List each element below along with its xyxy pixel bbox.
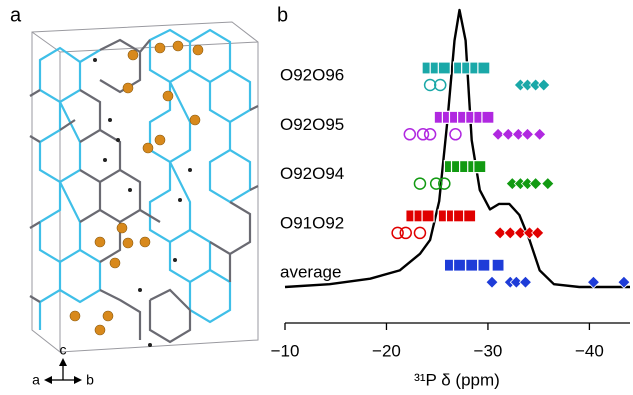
diamond-marker <box>532 227 544 239</box>
x-tick-label: −20 <box>372 341 401 360</box>
x-tick-label: −40 <box>575 341 604 360</box>
circle-marker <box>404 129 415 140</box>
diamond-marker <box>530 178 542 190</box>
atom <box>123 238 133 248</box>
square-marker <box>492 259 504 271</box>
atom <box>163 91 173 101</box>
unit-cell-edge <box>32 32 60 52</box>
spectrum <box>285 10 630 287</box>
framework <box>40 48 100 330</box>
row-label: O92O94 <box>280 164 344 183</box>
diamond-marker <box>486 276 498 288</box>
axis-name: c <box>60 342 67 358</box>
axis-name: b <box>86 372 94 388</box>
square-marker <box>478 62 490 74</box>
unit-cell <box>32 22 258 352</box>
crystal-structure <box>30 22 258 352</box>
atom <box>138 288 142 292</box>
atom <box>173 258 177 262</box>
arrow-head <box>74 376 82 384</box>
atom <box>173 41 183 51</box>
atom <box>116 138 120 142</box>
axis-name: a <box>32 372 40 388</box>
square-marker <box>464 210 476 222</box>
atom <box>148 343 152 347</box>
x-tick-label: −10 <box>271 341 300 360</box>
atom <box>128 50 138 60</box>
square-marker <box>454 259 466 271</box>
atom <box>103 311 113 321</box>
figure: a c a b b ³¹P δ (ppm) −10 −20 −30 −40 O92O96… <box>0 0 633 395</box>
panel-label: a <box>10 4 22 26</box>
atom <box>143 143 153 153</box>
row-label: average <box>280 263 341 282</box>
panel-label: b <box>277 4 288 26</box>
atom <box>70 311 80 321</box>
x-tick-label: −30 <box>474 341 503 360</box>
framework <box>150 30 250 322</box>
circle-marker <box>414 178 425 189</box>
square-marker <box>474 161 486 173</box>
diamond-marker <box>519 276 531 288</box>
atom <box>117 223 127 233</box>
square-marker <box>478 259 490 271</box>
arrow-head <box>44 376 52 384</box>
circle-marker <box>414 227 425 238</box>
atom <box>190 115 200 125</box>
circle-marker <box>425 129 436 140</box>
square-marker <box>438 62 450 74</box>
circle-marker <box>400 227 411 238</box>
square-marker <box>466 259 478 271</box>
atom <box>188 168 192 172</box>
atom <box>155 43 165 53</box>
atom <box>103 158 107 162</box>
atom <box>155 135 165 145</box>
arrow-head <box>59 358 67 366</box>
atom <box>95 325 105 335</box>
atom <box>128 188 132 192</box>
x-axis-title: ³¹P δ (ppm) <box>414 370 500 389</box>
atom <box>95 237 105 247</box>
circle-marker <box>450 129 461 140</box>
atom <box>110 258 120 268</box>
atom <box>140 237 150 247</box>
atom <box>93 58 97 62</box>
axis-glyph <box>44 358 82 384</box>
row-label: O92O95 <box>280 115 344 134</box>
row-label: O92O96 <box>280 65 344 84</box>
diamond-marker <box>522 128 534 140</box>
atom <box>178 198 182 202</box>
row-label: O91O92 <box>280 213 344 232</box>
diamond-marker <box>534 128 546 140</box>
diamond-marker <box>542 178 554 190</box>
square-marker <box>422 210 434 222</box>
diamond-marker <box>538 79 550 91</box>
circle-marker <box>425 80 436 91</box>
atom <box>108 118 112 122</box>
square-marker <box>482 111 494 123</box>
circle-marker <box>435 80 446 91</box>
atom <box>123 83 133 93</box>
atom <box>193 45 203 55</box>
